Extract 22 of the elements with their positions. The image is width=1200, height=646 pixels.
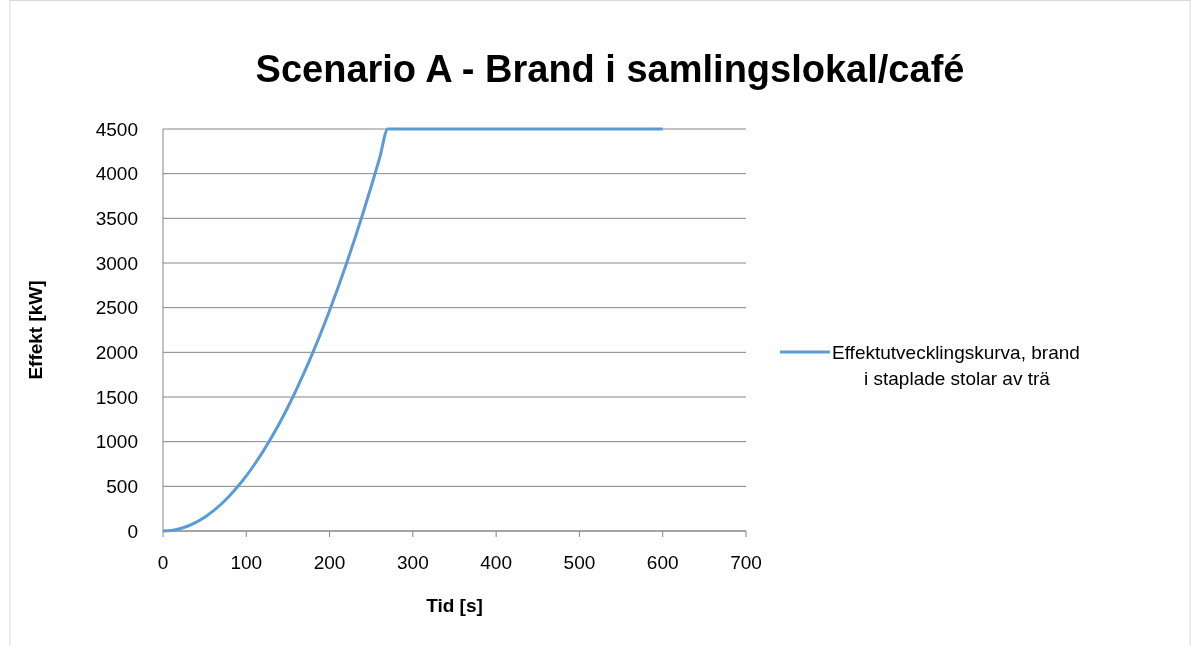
y-tick-label: 4500 xyxy=(95,118,138,140)
chart-title: Scenario A - Brand i samlingslokal/café xyxy=(255,48,965,90)
x-axis-title: Tid [s] xyxy=(426,595,483,616)
x-tick-label: 200 xyxy=(313,552,346,573)
y-tick-label: 1000 xyxy=(95,431,138,453)
y-tick-label: 4000 xyxy=(95,163,138,185)
y-tick-label: 500 xyxy=(106,475,138,497)
y-tick-label: 3500 xyxy=(95,207,138,229)
x-tick-label: 300 xyxy=(397,552,429,573)
x-tick-label: 700 xyxy=(730,552,762,573)
y-axis-title: Effekt [kW] xyxy=(25,280,46,380)
y-tick-label: 2000 xyxy=(95,341,138,363)
legend-label: Effektutvecklingskurva, brand i staplade stolar av trä xyxy=(832,341,1080,390)
x-tick-label: 500 xyxy=(563,552,596,573)
y-tick-label: 1500 xyxy=(95,386,138,408)
x-tick-label: 0 xyxy=(157,552,169,573)
y-tick-label: 0 xyxy=(127,520,138,542)
x-tick-label: 400 xyxy=(480,552,512,573)
y-tick-label: 3000 xyxy=(95,252,138,274)
x-tick-label: 100 xyxy=(230,552,263,573)
x-tick-label: 600 xyxy=(646,552,679,573)
y-tick-label: 2500 xyxy=(95,297,138,319)
